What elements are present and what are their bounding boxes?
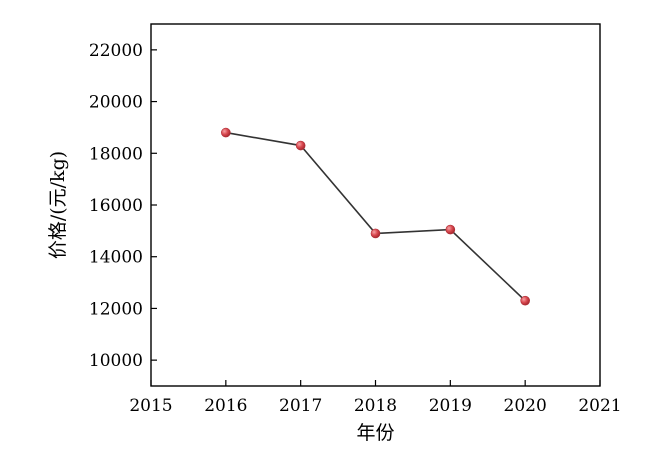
data-point — [295, 140, 306, 151]
y-tick-label: 18000 — [89, 144, 143, 164]
x-tick-label: 2019 — [429, 396, 472, 416]
y-tick-label: 12000 — [89, 299, 143, 319]
x-tick-label: 2016 — [204, 396, 247, 416]
x-axis-title: 年份 — [356, 422, 394, 444]
axes — [150, 23, 601, 387]
x-tick-label: 2017 — [279, 396, 322, 416]
series-layer — [221, 127, 530, 306]
y-tick-label: 20000 — [89, 93, 143, 113]
series-line — [225, 131, 526, 302]
plot-frame — [150, 23, 601, 387]
x-tick-label: 2015 — [129, 396, 172, 416]
y-tick-label: 22000 — [89, 41, 143, 61]
data-point — [221, 127, 231, 138]
x-tick-label: 2020 — [504, 396, 547, 416]
y-axis-title: 价格/(元/kg) — [47, 151, 69, 259]
data-point — [445, 224, 456, 235]
ticks: 2015 2016 2017 2018 2019 2020 2021 10000 12000 14… — [89, 41, 622, 416]
y-tick-label: 10000 — [89, 351, 143, 371]
data-point — [370, 228, 381, 239]
x-tick-label: 2021 — [578, 396, 621, 416]
y-tick-label: 16000 — [89, 196, 143, 216]
y-tick-label: 14000 — [89, 248, 143, 268]
x-tick-label: 2018 — [354, 396, 397, 416]
data-point — [520, 295, 530, 306]
